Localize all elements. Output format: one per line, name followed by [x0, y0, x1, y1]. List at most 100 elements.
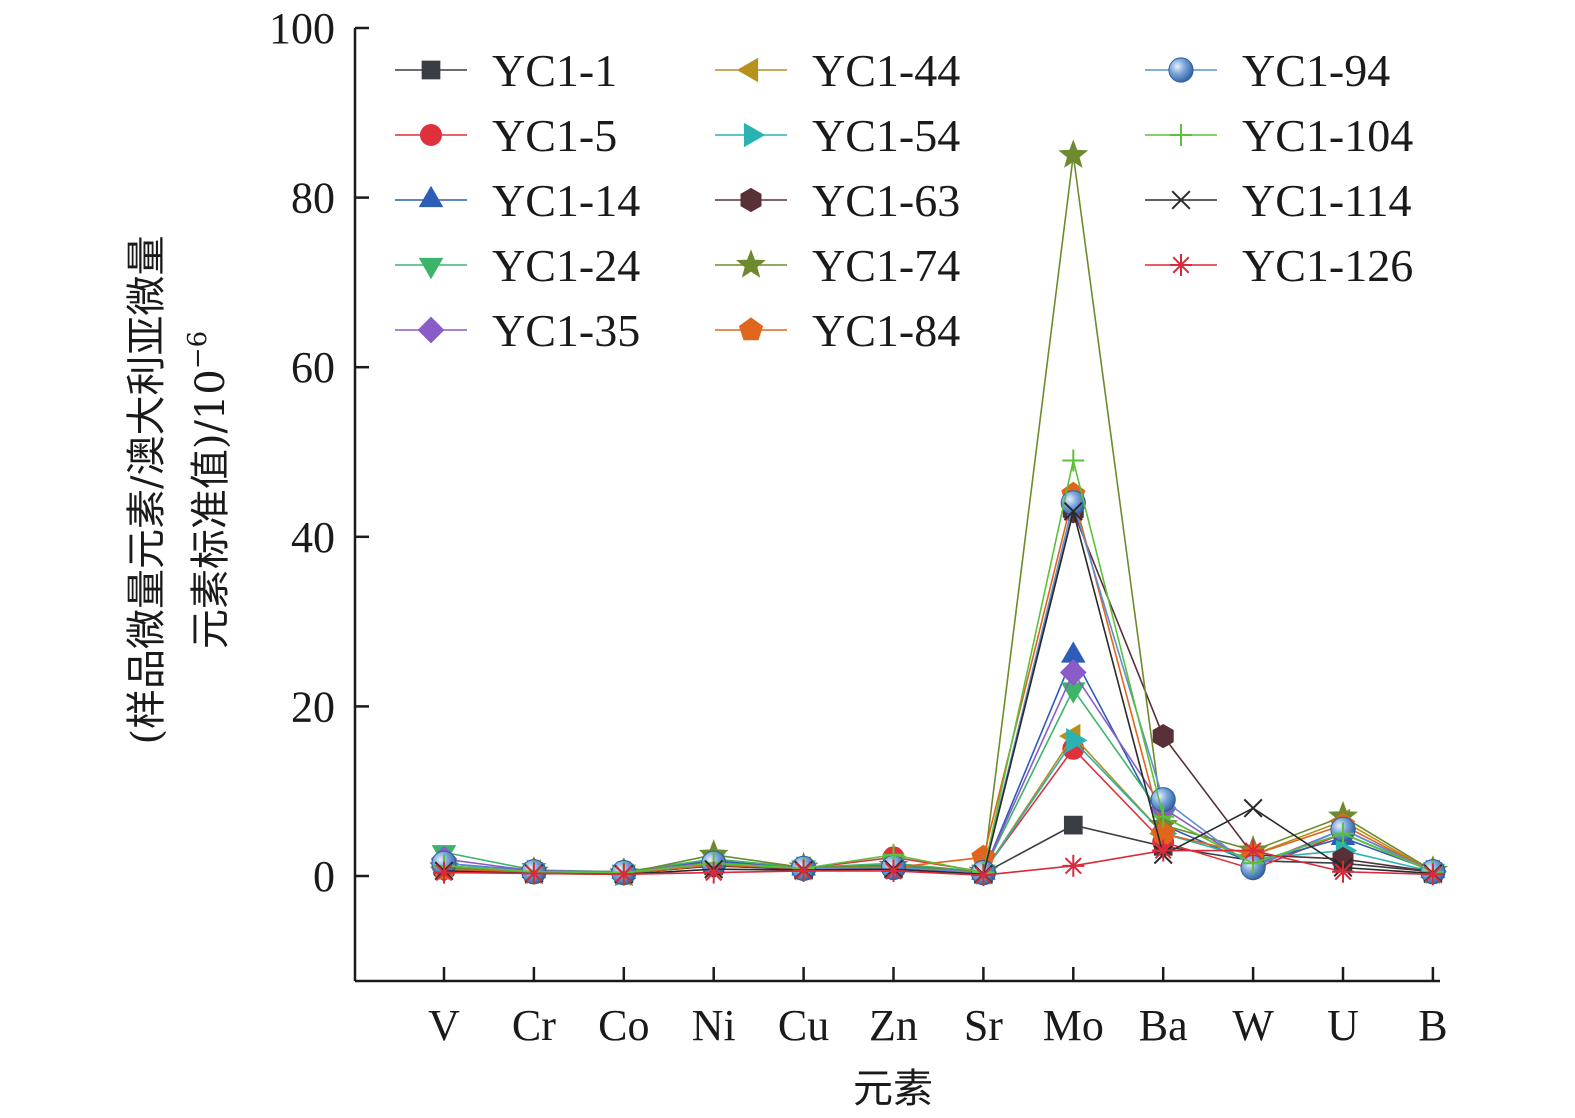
legend-item-yc1-126: YC1-126	[1145, 240, 1413, 291]
legend-label-yc1-44: YC1-44	[812, 45, 960, 96]
data-point-yc1-126-b	[1421, 863, 1444, 886]
x-tick-label-zn: Zn	[869, 1001, 918, 1050]
legend-label-yc1-1: YC1-1	[492, 45, 617, 96]
legend-marker-yc1-104	[1170, 124, 1192, 146]
x-tick-label-cu: Cu	[778, 1001, 829, 1050]
legend-label-yc1-114: YC1-114	[1242, 175, 1412, 226]
x-tick-label-v: V	[428, 1001, 460, 1050]
legend-label-yc1-94: YC1-94	[1242, 45, 1390, 96]
legend-item-yc1-94: YC1-94	[1145, 45, 1390, 96]
data-point-yc1-104-ba	[1152, 805, 1175, 828]
legend-label-yc1-84: YC1-84	[812, 305, 960, 356]
y-axis-title-line2: 元素标准值)/10−6	[183, 331, 234, 649]
axes	[353, 28, 1440, 983]
y-axis-title-line1: (样品微量元素/澳大利亚微量	[124, 235, 170, 744]
data-point-yc1-114-w	[1243, 798, 1263, 818]
series-yc1-114	[434, 501, 1443, 884]
data-point-yc1-126-zn	[882, 859, 905, 882]
data-point-yc1-1-mo	[1063, 815, 1083, 835]
legend-label-yc1-14: YC1-14	[492, 175, 640, 226]
series-layer	[429, 139, 1448, 887]
series-yc1-63	[433, 499, 1444, 886]
x-axis-title: 元素	[853, 1066, 933, 1112]
legend-label-yc1-74: YC1-74	[812, 240, 960, 291]
legend-marker-yc1-1	[421, 60, 441, 80]
legend-item-yc1-104: YC1-104	[1145, 110, 1413, 161]
series-line-yc1-104	[443, 460, 1434, 874]
x-tick-label-cr: Cr	[512, 1001, 556, 1050]
data-point-yc1-126-sr	[972, 864, 995, 887]
series-line-yc1-94	[443, 499, 1434, 874]
x-tick-label-co: Co	[598, 1001, 649, 1050]
x-tick-label-sr: Sr	[964, 1001, 1003, 1050]
legend-item-yc1-24: YC1-24	[395, 240, 640, 291]
legend-label-yc1-35: YC1-35	[492, 305, 640, 356]
legend-marker-yc1-35	[417, 316, 445, 344]
series-yc1-14	[431, 641, 1446, 880]
data-point-yc1-114-mo	[1063, 501, 1083, 521]
x-tick-label-mo: Mo	[1043, 1001, 1104, 1050]
y-tick-label: 80	[291, 174, 335, 223]
legend-marker-yc1-63	[740, 187, 762, 213]
series-yc1-126	[433, 839, 1444, 887]
legend-item-yc1-5: YC1-5	[395, 110, 617, 161]
legend-item-yc1-14: YC1-14	[395, 175, 640, 226]
series-line-yc1-14	[443, 653, 1434, 874]
legend-marker-yc1-114	[1171, 190, 1191, 210]
data-point-yc1-94-mo	[1060, 490, 1086, 516]
legend-item-yc1-35: YC1-35	[395, 305, 640, 356]
legend-label-yc1-126: YC1-126	[1242, 240, 1413, 291]
legend-item-yc1-1: YC1-1	[395, 45, 617, 96]
legend-marker-yc1-54	[743, 122, 766, 148]
legend-item-yc1-63: YC1-63	[715, 175, 960, 226]
y-axis-title-exponent: −6	[183, 331, 213, 369]
data-point-yc1-74-mo	[1058, 139, 1089, 168]
data-point-yc1-126-ba	[1152, 839, 1175, 862]
series-line-yc1-126	[443, 849, 1433, 876]
y-tick-label: 0	[313, 852, 335, 901]
data-point-yc1-126-cu	[792, 859, 815, 882]
x-tick-label-b: B	[1418, 1001, 1447, 1050]
legend-marker-yc1-74	[736, 249, 766, 278]
legend-marker-yc1-5	[420, 124, 442, 146]
x-tick-label-ba: Ba	[1139, 1001, 1188, 1050]
data-point-yc1-126-v	[433, 861, 455, 884]
data-point-yc1-104-mo	[1062, 449, 1085, 472]
series-line-yc1-63	[443, 508, 1434, 875]
legend-marker-yc1-14	[418, 185, 444, 208]
legend-item-yc1-44: YC1-44	[715, 45, 960, 96]
data-point-yc1-126-mo	[1062, 854, 1085, 877]
legend-marker-yc1-84	[738, 317, 764, 341]
legend-marker-yc1-94	[1168, 57, 1194, 83]
series-yc1-104	[433, 449, 1444, 884]
data-point-yc1-54-mo	[1066, 728, 1088, 753]
y-ticks: 0 20 40 60 80 100	[269, 4, 369, 901]
data-point-yc1-126-w	[1242, 839, 1265, 862]
legend-marker-yc1-126	[1170, 254, 1192, 276]
y-tick-label: 100	[269, 4, 335, 53]
series-yc1-94	[431, 490, 1446, 886]
data-point-yc1-126-ni	[702, 861, 725, 884]
series-yc1-44	[429, 723, 1440, 886]
data-point-yc1-35-mo	[1059, 659, 1087, 686]
x-tick-label-w: W	[1232, 1001, 1274, 1050]
data-point-yc1-126-co	[612, 863, 635, 886]
legend-item-yc1-114: YC1-114	[1145, 175, 1412, 226]
series-line-yc1-84	[443, 494, 1434, 875]
x-ticks: V Cr Co Ni Cu Zn Sr Mo Ba W U B	[428, 967, 1448, 1050]
legend-label-yc1-5: YC1-5	[492, 110, 617, 161]
legend-label-yc1-63: YC1-63	[812, 175, 960, 226]
legend-item-yc1-74: YC1-74	[715, 240, 960, 291]
y-tick-label: 60	[291, 343, 335, 392]
legend-label-yc1-54: YC1-54	[812, 110, 960, 161]
legend-item-yc1-84: YC1-84	[715, 305, 960, 356]
legend-marker-yc1-44	[736, 57, 759, 83]
series-line-yc1-35	[443, 670, 1434, 873]
data-point-yc1-126-cr	[522, 862, 545, 885]
y-tick-label: 40	[291, 513, 335, 562]
legend-item-yc1-54: YC1-54	[715, 110, 960, 161]
legend-label-yc1-104: YC1-104	[1242, 110, 1413, 161]
data-point-yc1-126-u	[1332, 860, 1354, 883]
data-point-yc1-104-u	[1332, 822, 1354, 845]
